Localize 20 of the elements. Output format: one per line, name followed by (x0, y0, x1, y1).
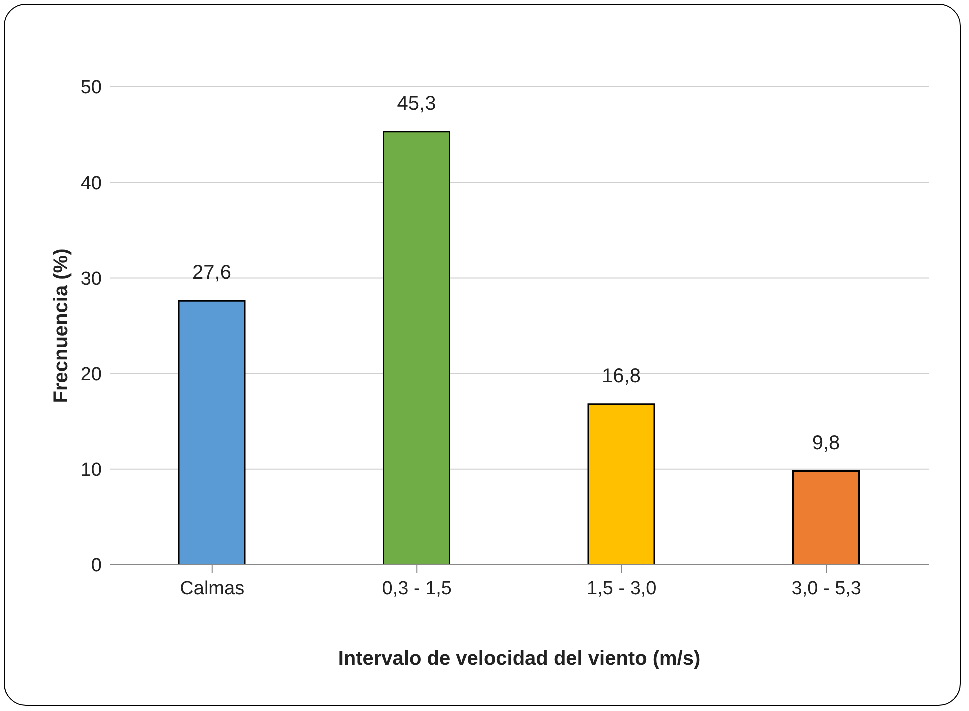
y-tick-label: 0 (91, 556, 102, 577)
x-tick-label: Calmas (180, 578, 245, 600)
bar (178, 300, 246, 565)
y-tick-label: 10 (80, 460, 102, 482)
y-axis-title: Frecnuencia (%) (50, 248, 74, 404)
data-label: 16,8 (602, 365, 641, 388)
x-tick-label: 3,0 - 5,3 (792, 578, 862, 600)
x-tick-label: 1,5 - 3,0 (587, 578, 657, 600)
y-tick-label: 30 (80, 268, 102, 290)
bar (383, 131, 450, 565)
y-tick-label: 20 (80, 364, 102, 386)
x-axis-title: Intervalo de velocidad del viento (m/s) (338, 648, 701, 670)
bar (588, 404, 656, 565)
x-tick-label: 0,3 - 1,5 (382, 578, 452, 600)
bar (792, 470, 860, 565)
data-label: 9,8 (812, 432, 840, 454)
data-label: 27,6 (192, 262, 232, 284)
y-tick-label: 50 (80, 78, 102, 99)
y-tick-label: 40 (80, 173, 102, 194)
data-label: 45,3 (397, 92, 436, 115)
